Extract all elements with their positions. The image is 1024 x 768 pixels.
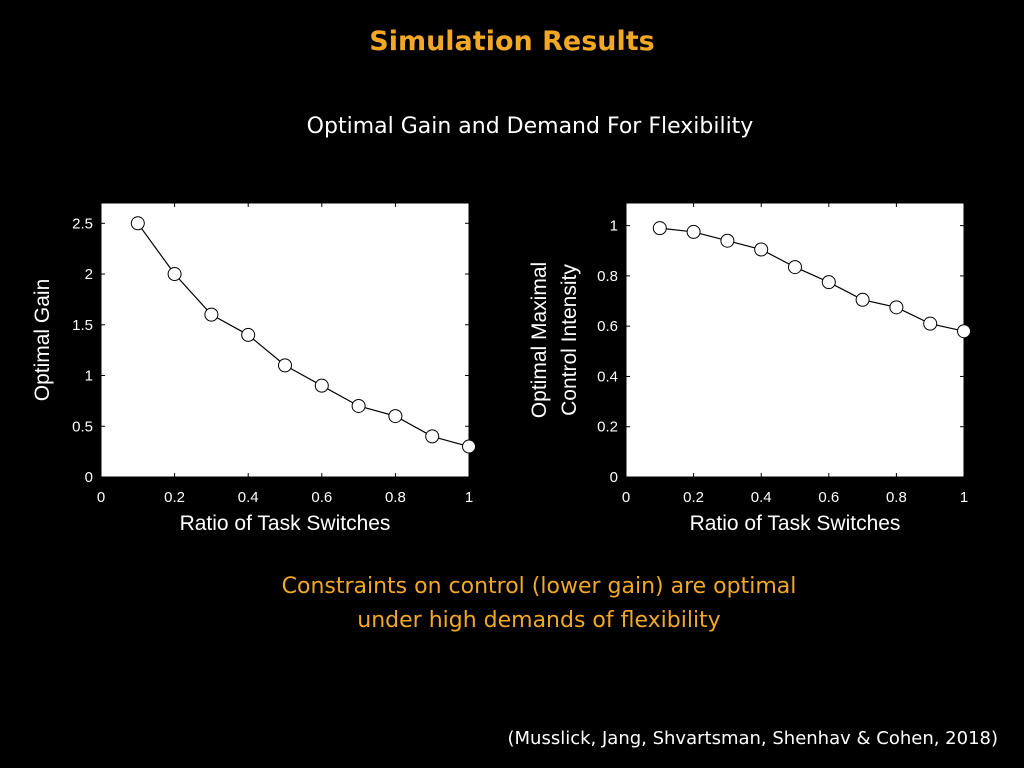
data-point (130, 216, 145, 231)
y-tick-label: 1 (85, 368, 93, 385)
y-axis-label: Optimal Maximal (528, 262, 551, 418)
x-tick-label: 0.6 (311, 489, 332, 506)
plot-area (101, 203, 469, 477)
y-tick-label: 0.4 (597, 368, 618, 385)
y-tick-label: 0.6 (597, 318, 618, 335)
y-tick-label: 0 (610, 469, 618, 486)
data-point (720, 233, 735, 248)
x-tick-label: 0.8 (886, 489, 907, 506)
plot-area (626, 203, 964, 477)
x-tick-label: 0.2 (164, 489, 185, 506)
y-tick-label: 0.5 (72, 418, 93, 435)
data-point (167, 267, 182, 282)
plot-frame (625, 202, 965, 478)
x-tick-label: 0.4 (751, 489, 772, 506)
slide-title: Simulation Results (369, 26, 655, 57)
figure-subtitle: Optimal Gain and Demand For Flexibility (306, 114, 754, 139)
x-tick-label: 0 (97, 489, 105, 506)
data-point (855, 292, 870, 307)
data-point (425, 429, 440, 444)
data-point (314, 378, 329, 393)
y-tick-label: 1.5 (72, 317, 93, 334)
data-point (462, 439, 476, 454)
y-tick-label: 0.8 (597, 268, 618, 285)
conclusion-line-2: under high demands of flexibility (357, 608, 721, 633)
data-point (923, 316, 938, 331)
conclusion-line-1: Constraints on control (lower gain) are … (281, 574, 797, 599)
x-tick-label: 0.2 (683, 489, 704, 506)
data-point (278, 358, 292, 373)
y-tick-label: 2.5 (72, 215, 93, 232)
data-point (788, 260, 802, 275)
data-point (652, 221, 667, 236)
citation: (Musslick, Jang, Shvartsman, Shenhav & C… (507, 728, 999, 749)
plot-frame (100, 202, 470, 478)
data-point (821, 275, 836, 290)
x-tick-label: 1 (465, 489, 473, 506)
x-tick-label: 0.8 (385, 489, 406, 506)
data-point (351, 398, 366, 413)
x-axis-label: Ratio of Task Switches (690, 512, 901, 535)
data-point (241, 327, 256, 342)
series-line-core (659, 227, 965, 332)
series-line-core (137, 222, 470, 448)
data-point (204, 307, 219, 322)
y-axis-label: Optimal Gain (31, 279, 54, 402)
data-point (388, 409, 403, 424)
data-point (686, 224, 701, 239)
y-tick-label: 0.2 (597, 419, 618, 436)
y-axis-label: Control Intensity (558, 264, 581, 416)
y-tick-label: 1 (610, 218, 618, 235)
x-tick-label: 0 (622, 489, 630, 506)
y-tick-label: 0 (85, 469, 93, 486)
data-point (754, 242, 769, 257)
data-point (957, 324, 971, 339)
data-point (889, 300, 904, 315)
x-tick-label: 1 (960, 489, 968, 506)
x-tick-label: 0.6 (818, 489, 839, 506)
x-tick-label: 0.4 (238, 489, 259, 506)
x-axis-label: Ratio of Task Switches (180, 512, 391, 535)
y-tick-label: 2 (85, 266, 93, 283)
